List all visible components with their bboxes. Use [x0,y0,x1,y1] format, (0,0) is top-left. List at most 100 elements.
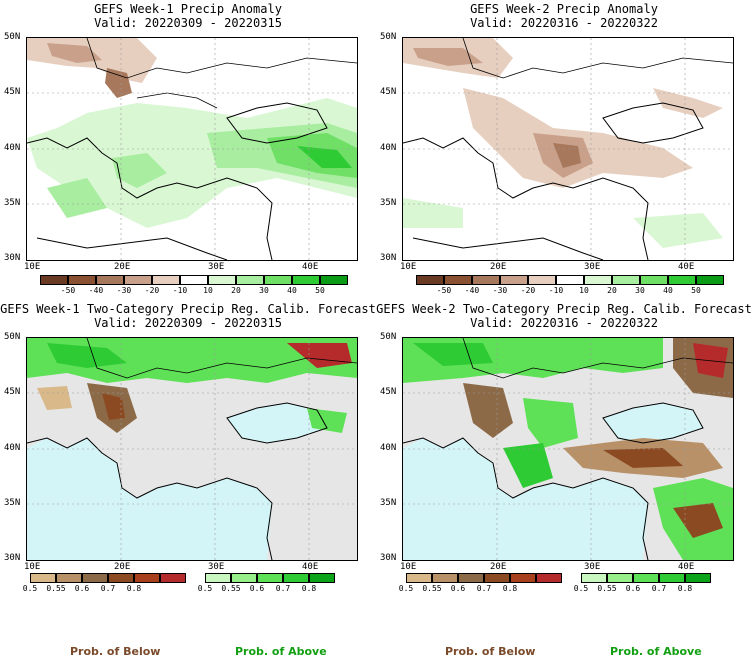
lat-label: 30N [380,253,397,263]
lat-label: 50N [4,32,21,42]
colorbar-label: 0.55 [422,584,442,593]
colorbar-label: 40 [663,286,673,295]
colorbar-label: 0.6 [450,584,466,593]
colorbar-swatch [180,275,208,285]
colorbar-label: -20 [520,286,536,295]
lon-label: 30E [584,562,601,572]
colorbar-swatch [231,573,257,583]
colorbar-swatch [124,275,152,285]
above-colorbar: 0.5 0.55 0.6 0.7 0.8 [574,573,721,597]
lon-label: 20E [490,562,507,572]
lat-label: 35N [380,198,397,208]
colorbar-swatch [640,275,668,285]
colorbar-label: 0.7 [651,584,667,593]
panel-week2-probability: GEFS Week-2 Two-Category Precip Reg. Cal… [376,300,752,600]
legend-above-label: Prob. of Above [235,645,327,658]
colorbar-swatch [432,573,458,583]
lat-label: 35N [4,498,21,508]
panel-valid-date: Valid: 20220316 - 20220322 [470,16,658,30]
colorbar-label: 0.6 [625,584,641,593]
lon-label: 40E [302,562,319,572]
colorbar-label: 10 [203,286,213,295]
colorbar-swatch [160,573,186,583]
lat-label: 35N [4,198,21,208]
lon-label: 40E [302,262,319,272]
colorbar-label: -30 [492,286,508,295]
colorbar-swatch [68,275,96,285]
lon-label: 10E [24,562,41,572]
legend-below-label: Prob. of Below [445,645,536,658]
colorbar-label: 30 [635,286,645,295]
legend-above-label: Prob. of Above [610,645,702,658]
lon-label: 20E [490,262,507,272]
panel-week1-probability: GEFS Week-1 Two-Category Precip Reg. Cal… [0,300,376,600]
colorbar-label: 0.5 [22,584,38,593]
colorbar-label: 0.6 [74,584,90,593]
colorbar-label: -30 [116,286,132,295]
colorbar-label: 0.5 [197,584,213,593]
colorbar-label: 20 [607,286,617,295]
lat-label: 30N [4,553,21,563]
anomaly-colorbar: -50 -40 -30 -20 -10 10 20 30 40 50 [40,275,350,299]
colorbar-label: 0.55 [597,584,617,593]
lat-label: 45N [4,387,21,397]
lat-label: 50N [380,32,397,42]
colorbar-swatch [581,573,607,583]
colorbar-swatch [685,573,711,583]
lat-label: 45N [4,87,21,97]
colorbar-swatch [208,275,236,285]
colorbar-label: 50 [691,286,701,295]
lon-label: 10E [400,562,417,572]
above-colorbar: 0.5 0.55 0.6 0.7 0.8 [198,573,345,597]
lat-label: 40N [4,443,21,453]
legend-below-label: Prob. of Below [70,645,161,658]
colorbar-label: 0.8 [502,584,518,593]
colorbar-swatch [309,573,335,583]
colorbar-swatch [556,275,584,285]
colorbar-label: -20 [144,286,160,295]
colorbar-swatch [134,573,160,583]
colorbar-swatch [528,275,556,285]
probability-map-svg [27,338,357,560]
colorbar-label: -10 [548,286,564,295]
colorbar-swatch [510,573,536,583]
lat-label: 50N [4,332,21,342]
colorbar-swatch [82,573,108,583]
colorbar-swatch [416,275,444,285]
colorbar-label: 0.8 [301,584,317,593]
colorbar-swatch [108,573,134,583]
colorbar-swatch [152,275,180,285]
colorbar-swatch [612,275,640,285]
anomaly-map-svg [403,38,733,260]
colorbar-label: -40 [464,286,480,295]
colorbar-label: -40 [88,286,104,295]
colorbar-swatch [668,275,696,285]
lat-label: 30N [4,253,21,263]
panel-title: GEFS Week-1 Two-Category Precip Reg. Cal… [0,302,376,316]
colorbar-swatch [96,275,124,285]
colorbar-swatch [500,275,528,285]
lat-label: 30N [380,553,397,563]
colorbar-swatch [472,275,500,285]
colorbar-label: 0.55 [221,584,241,593]
lon-label: 30E [208,562,225,572]
colorbar-label: 30 [259,286,269,295]
lat-label: 40N [4,143,21,153]
colorbar-swatch [444,275,472,285]
panel-valid-date: Valid: 20220309 - 20220315 [94,16,282,30]
colorbar-swatch [633,573,659,583]
map-area [26,337,358,561]
colorbar-swatch [607,573,633,583]
colorbar-swatch [584,275,612,285]
lat-label: 35N [380,498,397,508]
colorbar-label: -50 [436,286,452,295]
lat-label: 45N [380,387,397,397]
anomaly-map-svg [27,38,357,260]
panel-title: GEFS Week-1 Precip Anomaly [94,2,282,16]
colorbar-label: 50 [315,286,325,295]
colorbar-swatch [458,573,484,583]
colorbar-swatch [30,573,56,583]
panel-week2-anomaly: GEFS Week-2 Precip Anomaly Valid: 202203… [376,0,752,300]
colorbar-label: 0.5 [573,584,589,593]
panel-valid-date: Valid: 20220309 - 20220315 [94,316,282,330]
